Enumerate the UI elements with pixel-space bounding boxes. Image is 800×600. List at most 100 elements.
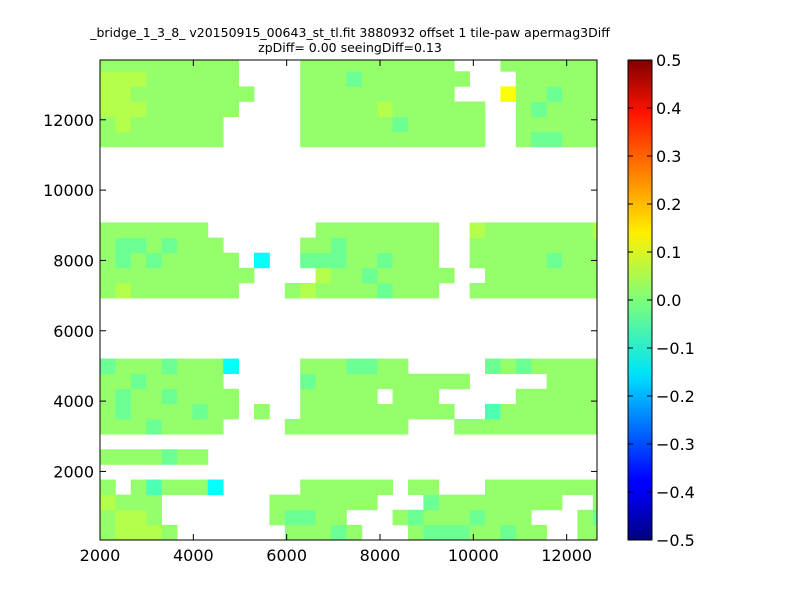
heatmap-cell: [331, 388, 347, 405]
heatmap-cell: [146, 479, 162, 496]
heatmap-cell: [423, 101, 440, 118]
heatmap-cell: [130, 101, 147, 118]
heatmap-cell: [515, 524, 532, 541]
heatmap-cell: [346, 358, 363, 375]
heatmap-cell: [130, 60, 147, 72]
heatmap-cell: [361, 358, 378, 375]
heatmap-cell: [531, 403, 547, 420]
heatmap-cell: [408, 237, 424, 254]
heatmap-cell: [361, 388, 378, 405]
heatmap-cell: [346, 222, 363, 238]
heatmap-cell: [300, 524, 316, 541]
heatmap-cell: [577, 509, 594, 526]
heatmap-cell: [592, 524, 598, 541]
heatmap-cell: [562, 71, 578, 87]
heatmap-cell: [100, 252, 116, 269]
heatmap-cell: [592, 86, 598, 102]
heatmap-cell: [438, 131, 455, 148]
heatmap-cell: [161, 267, 178, 284]
heatmap-cell: [531, 358, 547, 375]
heatmap-cell: [115, 60, 132, 72]
heatmap-cell: [592, 101, 598, 118]
heatmap-cell: [485, 479, 501, 496]
heatmap-cell: [546, 237, 563, 254]
heatmap-cell: [207, 479, 224, 496]
heatmap-cell: [469, 419, 486, 435]
heatmap-cell: [100, 509, 116, 526]
heatmap-cell: [577, 86, 594, 102]
heatmap-cell: [485, 252, 501, 269]
heatmap-cell: [100, 60, 116, 72]
heatmap-cell: [177, 267, 193, 284]
heatmap-cell: [546, 131, 563, 148]
heatmap-cell: [377, 131, 393, 148]
heatmap-cell: [269, 509, 286, 526]
heatmap-cell: [546, 388, 563, 405]
heatmap-cell: [515, 252, 532, 269]
heatmap-cell: [438, 116, 455, 133]
heatmap-cell: [515, 358, 532, 375]
heatmap-cell: [130, 494, 147, 511]
heatmap-cell: [100, 101, 116, 118]
heatmap-cell: [531, 71, 547, 87]
heatmap-cell: [346, 524, 363, 541]
colorbar-ticks: 0.5 0.4 0.3 0.2 0.1 0.0 −0.1 −0.2 −0.3 −0.4 −0.5: [628, 51, 695, 550]
heatmap-cell: [177, 388, 193, 405]
heatmap-cell: [130, 131, 147, 148]
heatmap-cell: [577, 60, 594, 72]
heatmap-cell: [469, 101, 486, 118]
heatmap-cell: [161, 60, 178, 72]
heatmap-cell: [177, 479, 193, 496]
heatmap-cell: [100, 71, 116, 87]
heatmap-cell: [515, 388, 532, 405]
heatmap-cell: [346, 252, 363, 269]
heatmap-cell: [300, 509, 316, 526]
heatmap-cell: [546, 86, 563, 102]
heatmap-cell: [161, 116, 178, 133]
heatmap-cell: [408, 131, 424, 148]
heatmap-cell: [592, 237, 598, 254]
heatmap-cell: [500, 358, 517, 375]
heatmap-cell: [454, 494, 470, 511]
heatmap-cell: [300, 60, 316, 72]
heatmap-cell: [515, 86, 532, 102]
heatmap-cell: [192, 116, 209, 133]
heatmap-cell: [161, 222, 178, 238]
heatmap-cell: [331, 509, 347, 526]
heatmap-cell: [361, 494, 378, 511]
heatmap-cell: [577, 101, 594, 118]
heatmap-cell: [207, 116, 224, 133]
heatmap-cell: [331, 86, 347, 102]
heatmap-cell: [100, 419, 116, 435]
heatmap-cell: [161, 419, 178, 435]
heatmap-cell: [531, 267, 547, 284]
heatmap-cell: [100, 267, 116, 284]
heatmap-cell: [592, 116, 598, 133]
heatmap-cell: [562, 252, 578, 269]
heatmap-cell: [377, 403, 393, 420]
colorbar-tick-label: −0.3: [656, 435, 695, 454]
heatmap-cell: [130, 222, 147, 238]
heatmap-cell: [361, 116, 378, 133]
heatmap-cell: [361, 131, 378, 148]
heatmap-cell: [531, 479, 547, 496]
heatmap-cell: [346, 116, 363, 133]
heatmap-cell: [577, 388, 594, 405]
heatmap-cell: [469, 222, 486, 238]
heatmap-cell: [500, 494, 517, 511]
axis-ticks: 2000 4000 6000 8000 10000 12000 2000 4000 6000 80…: [43, 60, 597, 565]
heatmap-cell: [531, 252, 547, 269]
heatmap-cell: [331, 222, 347, 238]
heatmap-cell: [546, 60, 563, 72]
heatmap-cell: [100, 222, 116, 238]
heatmap-cell: [361, 267, 378, 284]
heatmap-cell: [115, 267, 132, 284]
heatmap-cell: [331, 373, 347, 390]
y-tick-label: 12000: [43, 111, 94, 130]
heatmap-cell: [515, 479, 532, 496]
heatmap-cell: [346, 494, 363, 511]
heatmap-cell: [223, 282, 239, 299]
heatmap-cell: [531, 494, 547, 511]
heatmap-cell: [346, 388, 363, 405]
heatmap-cell: [177, 131, 193, 148]
